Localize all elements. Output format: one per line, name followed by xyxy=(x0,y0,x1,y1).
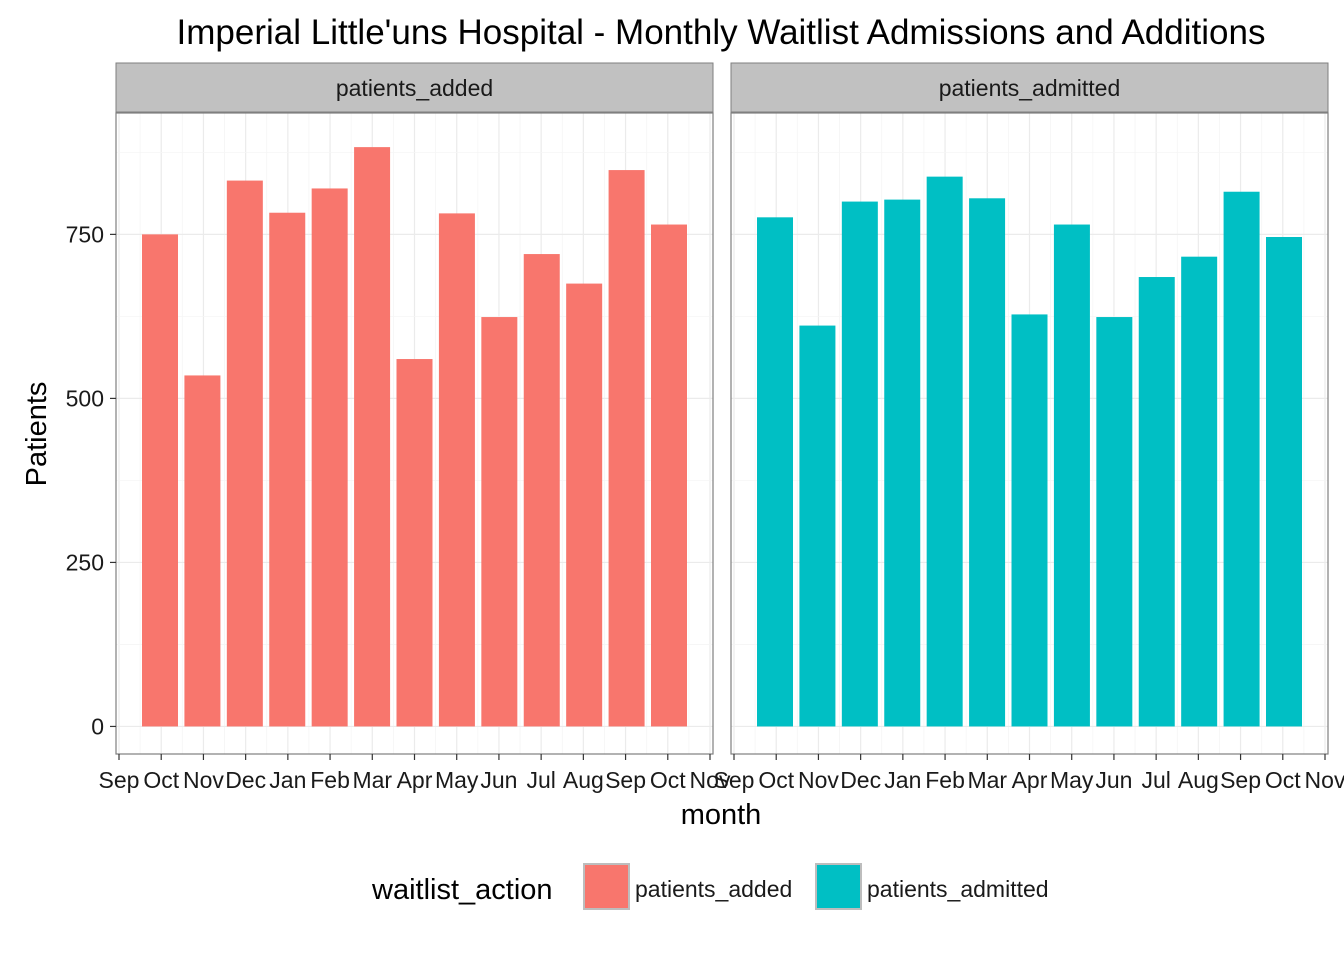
y-tick-label: 750 xyxy=(66,221,104,247)
legend-key-patients_admitted xyxy=(815,863,862,910)
x-tick-label: Mar xyxy=(352,767,392,793)
bar-oct xyxy=(757,217,793,727)
bar-may xyxy=(1053,224,1090,727)
legend: waitlist_action patients_added patients_a… xyxy=(371,863,1049,910)
x-tick-label: Oct xyxy=(758,767,794,793)
bar-apr xyxy=(396,359,433,727)
x-tick-label: Aug xyxy=(563,767,604,793)
x-tick-label: Jan xyxy=(269,767,306,793)
y-axis: 0 250 500 750 xyxy=(66,221,116,739)
bar-feb xyxy=(926,176,963,727)
x-tick-label: Jul xyxy=(526,767,555,793)
x-tick-label: Sep xyxy=(605,767,646,793)
bar-mar xyxy=(354,147,391,727)
facet-strip xyxy=(730,62,1329,113)
legend-label-patients_added: patients_added xyxy=(635,876,792,902)
facet-strip-label: patients_admitted xyxy=(939,75,1121,101)
x-tick-label: Aug xyxy=(1178,767,1219,793)
y-tick-label: 250 xyxy=(66,549,104,575)
bar-oct xyxy=(142,234,178,727)
x-tick-label: Apr xyxy=(397,767,433,793)
x-axis-title: month xyxy=(681,799,762,831)
bar-feb xyxy=(311,188,348,727)
x-tick-label: Oct xyxy=(1265,767,1301,793)
x-tick-label: May xyxy=(435,767,479,793)
bar-jul xyxy=(1138,277,1175,727)
facet-strip xyxy=(115,62,714,113)
y-tick-label: 0 xyxy=(91,713,104,739)
bar-jun xyxy=(481,317,518,727)
x-tick-label: Jun xyxy=(1095,767,1132,793)
bar-nov xyxy=(799,325,836,727)
bar-jul xyxy=(523,254,560,727)
bar-nov xyxy=(184,375,221,727)
bar-aug xyxy=(1181,256,1218,727)
legend-label-patients_admitted: patients_admitted xyxy=(867,876,1049,902)
x-tick-label: Jan xyxy=(884,767,921,793)
x-tick-label: Apr xyxy=(1012,767,1048,793)
x-tick-label: Dec xyxy=(840,767,881,793)
bar-jan xyxy=(269,212,306,727)
x-tick-label: Jun xyxy=(480,767,517,793)
x-tick-label: Jul xyxy=(1141,767,1170,793)
y-axis-title: Patients xyxy=(21,382,53,487)
bar-jan xyxy=(884,199,921,727)
x-tick-label: Sep xyxy=(714,767,755,793)
legend-key-patients_added xyxy=(583,863,630,910)
x-tick-label: Oct xyxy=(650,767,686,793)
bar-apr xyxy=(1011,314,1048,727)
x-tick-label: Nov xyxy=(1305,767,1344,793)
x-tick-label: Dec xyxy=(225,767,266,793)
bar-may xyxy=(438,213,475,727)
facet-strip-label: patients_added xyxy=(336,75,493,101)
x-tick-label: Feb xyxy=(310,767,350,793)
chart-title: Imperial Little'uns Hospital - Monthly W… xyxy=(177,13,1266,52)
bar-dec xyxy=(226,180,263,727)
bar-oct xyxy=(1266,237,1302,727)
x-tick-label: Nov xyxy=(798,767,839,793)
legend-title: waitlist_action xyxy=(371,874,553,906)
x-tick-label: Feb xyxy=(925,767,965,793)
bar-sep xyxy=(1223,191,1260,727)
bar-jun xyxy=(1096,317,1133,727)
x-tick-label: Mar xyxy=(967,767,1007,793)
bar-dec xyxy=(841,201,878,727)
x-tick-label: Nov xyxy=(690,767,731,793)
x-tick-label: Nov xyxy=(183,767,224,793)
bar-aug xyxy=(566,283,603,727)
x-tick-label: Sep xyxy=(99,767,140,793)
bar-oct xyxy=(651,224,687,727)
y-tick-label: 500 xyxy=(66,385,104,411)
bar-mar xyxy=(969,198,1006,727)
bar-sep xyxy=(608,170,645,727)
x-tick-label: Oct xyxy=(143,767,179,793)
x-tick-label: May xyxy=(1050,767,1094,793)
x-tick-label: Sep xyxy=(1220,767,1261,793)
